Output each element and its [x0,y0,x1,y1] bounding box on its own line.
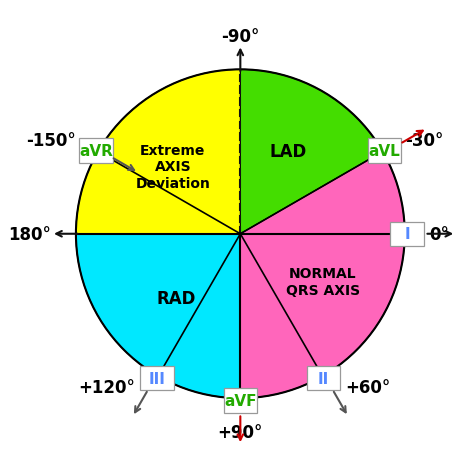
Text: +90°: +90° [218,423,263,441]
Text: -90°: -90° [221,27,260,46]
Text: 180°: 180° [8,225,51,243]
FancyBboxPatch shape [390,222,424,246]
FancyBboxPatch shape [79,139,113,163]
Text: aVL: aVL [369,144,401,159]
FancyBboxPatch shape [307,366,340,390]
Text: RAD: RAD [157,289,196,307]
Text: -30°: -30° [405,132,444,150]
Text: -150°: -150° [26,132,75,150]
Text: 0°: 0° [429,225,449,243]
Text: Extreme
AXIS
Deviation: Extreme AXIS Deviation [136,144,210,190]
Text: III: III [148,371,165,386]
Wedge shape [240,70,383,234]
Text: aVF: aVF [224,393,256,408]
FancyBboxPatch shape [140,366,173,390]
Text: aVR: aVR [79,144,113,159]
Wedge shape [76,234,240,398]
Text: NORMAL
QRS AXIS: NORMAL QRS AXIS [286,267,360,297]
Text: +120°: +120° [79,379,136,396]
Wedge shape [76,70,240,234]
Text: LAD: LAD [269,143,307,161]
Text: I: I [404,227,410,242]
Wedge shape [240,152,405,398]
FancyBboxPatch shape [368,139,401,163]
Text: +60°: +60° [345,379,390,396]
Text: II: II [318,371,329,386]
FancyBboxPatch shape [224,389,257,413]
